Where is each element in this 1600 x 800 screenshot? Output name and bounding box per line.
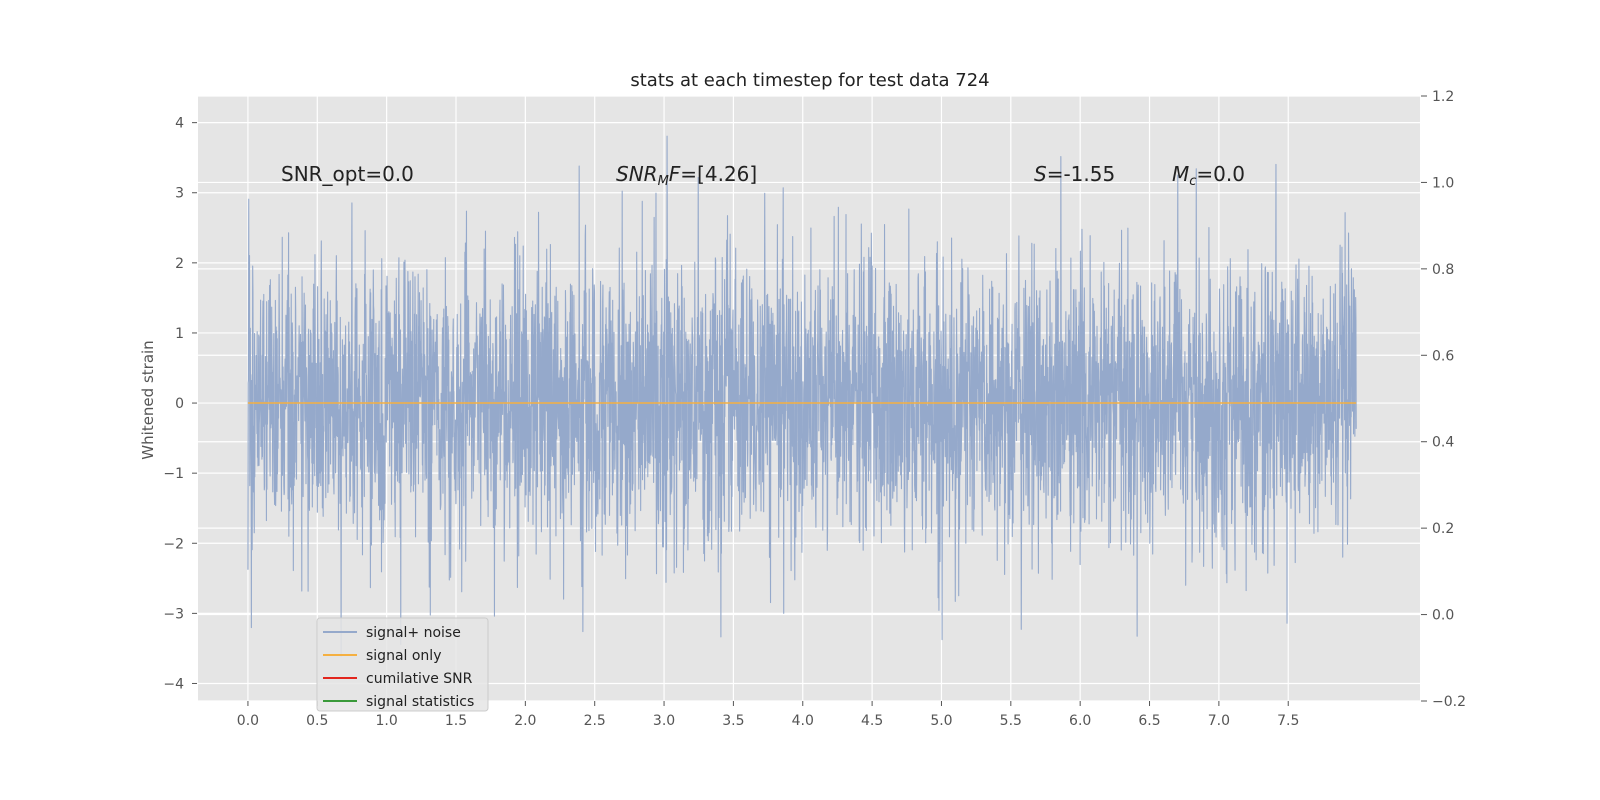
y-tick-label-1: −3 (163, 606, 184, 622)
legend-label-signal-only: signal only (366, 648, 441, 664)
x-tick-label-10: 5.0 (930, 713, 952, 729)
x-tick-label-9: 4.5 (861, 713, 883, 729)
x-tick-label-3: 1.5 (445, 713, 467, 729)
x-tick-label-14: 7.0 (1208, 713, 1230, 729)
noise-line (247, 135, 1357, 657)
y2-tick-label-0: −0.2 (1432, 694, 1466, 710)
annotation-mc-value: =0.0 (1196, 162, 1245, 186)
x-axis-ticks: 0.0 0.5 1.0 1.5 2.0 2.5 3.0 3.5 4.0 4.5 5.0 5.5 6.0 6… (237, 701, 1299, 729)
annotation-s: S=-1.55 (1034, 162, 1115, 186)
annotation-s-symbol: S (1034, 162, 1047, 186)
y2-axis-ticks: −0.2 0.0 0.2 0.4 0.6 0.8 1.0 1.2 (1421, 89, 1466, 710)
y-tick-label-0: −4 (163, 676, 184, 692)
x-tick-label-11: 5.5 (1000, 713, 1022, 729)
annotation-mc: Mc=0.0 (1172, 162, 1245, 189)
chart-title: stats at each timestep for test data 724 (630, 70, 989, 91)
x-tick-label-2: 1.0 (376, 713, 398, 729)
y-tick-label-4: 0 (175, 396, 184, 412)
y-axis-label: Whitened strain (139, 340, 157, 459)
x-tick-label-1: 0.5 (306, 713, 328, 729)
y-tick-label-5: 1 (175, 326, 184, 342)
y-axis-ticks: −4 −3 −2 −1 0 1 2 3 4 (163, 116, 197, 692)
x-tick-label-6: 3.0 (653, 713, 675, 729)
x-tick-label-13: 6.5 (1138, 713, 1160, 729)
y-tick-label-3: −1 (163, 466, 184, 482)
y2-tick-label-5: 0.8 (1432, 262, 1454, 278)
y2-tick-label-2: 0.2 (1432, 521, 1454, 537)
x-tick-label-5: 2.5 (584, 713, 606, 729)
x-tick-label-0: 0.0 (237, 713, 259, 729)
y2-tick-label-7: 1.2 (1432, 89, 1454, 105)
legend: signal+ noise signal only cumilative SNR… (316, 617, 489, 712)
y2-tick-label-6: 1.0 (1432, 175, 1454, 191)
annotation-mc-sub: c (1189, 174, 1196, 189)
annotation-snr-mf-base: SNR (616, 162, 658, 186)
annotation-mc-symbol: M (1172, 162, 1189, 186)
y-tick-label-6: 2 (175, 256, 184, 272)
legend-label-signal-statistics: signal statistics (366, 694, 474, 710)
x-tick-label-12: 6.0 (1069, 713, 1091, 729)
series-signal-noise (247, 135, 1357, 657)
x-tick-label-7: 3.5 (722, 713, 744, 729)
y2-tick-label-3: 0.4 (1432, 435, 1454, 451)
x-tick-label-8: 4.0 (792, 713, 814, 729)
x-tick-label-15: 7.5 (1277, 713, 1299, 729)
annotation-s-value: =-1.55 (1047, 162, 1116, 186)
y-tick-label-7: 3 (175, 186, 184, 202)
annotation-snr-opt: SNR_opt=0.0 (281, 162, 414, 186)
y2-tick-label-4: 0.6 (1432, 348, 1454, 364)
x-tick-label-4: 2.0 (514, 713, 536, 729)
legend-label-signal-noise: signal+ noise (366, 625, 461, 641)
legend-box (316, 617, 489, 712)
y2-tick-label-1: 0.0 (1432, 608, 1454, 624)
y-tick-label-2: −2 (163, 536, 184, 552)
annotation-snr-mf: SNRMF=[4.26] (616, 162, 757, 189)
annotation-snr-mf-sub: M (658, 174, 669, 189)
annotation-snr-mf-f: F (669, 162, 681, 186)
annotation-snr-mf-value: =[4.26] (680, 162, 757, 186)
y-tick-label-8: 4 (175, 116, 184, 132)
legend-label-cumilative-snr: cumilative SNR (366, 671, 473, 687)
